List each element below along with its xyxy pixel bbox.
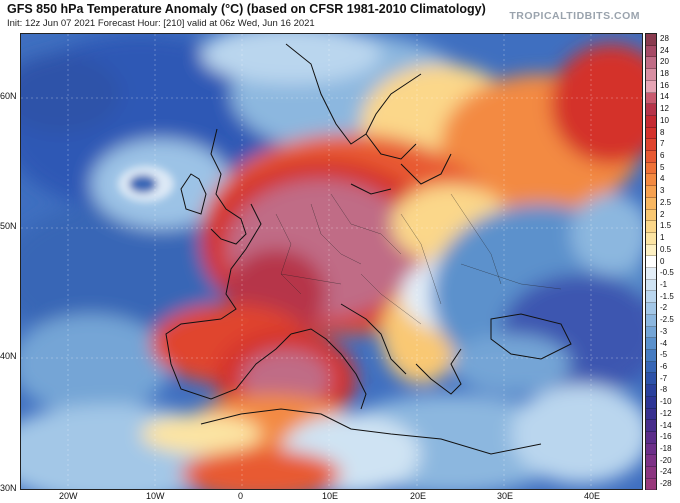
- colorbar-label: -10: [660, 397, 672, 406]
- colorbar-label: 2.5: [660, 198, 671, 207]
- colorbar-segment: [646, 139, 656, 151]
- colorbar-label: -8: [660, 385, 667, 394]
- colorbar-segment: [646, 46, 656, 58]
- brand-watermark: TROPICALTIDBITS.COM: [509, 10, 640, 22]
- colorbar-segment: [646, 116, 656, 128]
- colorbar-segment: [646, 467, 656, 479]
- colorbar-label: 1.5: [660, 221, 671, 230]
- colorbar-segment: [646, 245, 656, 257]
- anomaly-shading: [21, 34, 643, 490]
- init-valid-line: Init: 12z Jun 07 2021 Forecast Hour: [21…: [7, 18, 315, 29]
- colorbar-segment: [646, 420, 656, 432]
- colorbar-segment: [646, 93, 656, 105]
- colorbar-segment: [646, 327, 656, 339]
- colorbar-label: 1: [660, 233, 664, 242]
- colorbar-segment: [646, 34, 656, 46]
- colorbar-label: 16: [660, 81, 669, 90]
- colorbar-segment: [646, 350, 656, 362]
- colorbar-label: 18: [660, 69, 669, 78]
- colorbar-label: -28: [660, 479, 672, 488]
- colorbar-label: -2.5: [660, 315, 674, 324]
- colorbar-label: -2: [660, 303, 667, 312]
- colorbar-segment: [646, 373, 656, 385]
- colorbar-label: -1.5: [660, 292, 674, 301]
- colorbar-label: -16: [660, 432, 672, 441]
- colorbar-label: 6: [660, 151, 664, 160]
- colorbar-segment: [646, 163, 656, 175]
- colorbar-segment: [646, 338, 656, 350]
- colorbar-segment: [646, 280, 656, 292]
- colorbar-label: 0: [660, 257, 664, 266]
- colorbar-label: 2: [660, 210, 664, 219]
- anomaly-field: [21, 34, 643, 490]
- colorbar-segment: [646, 455, 656, 467]
- colorbar-segment: [646, 479, 656, 491]
- colorbar-segment: [646, 409, 656, 421]
- colorbar-label: -18: [660, 444, 672, 453]
- colorbar-label: 24: [660, 46, 669, 55]
- colorbar-label: -0.5: [660, 268, 674, 277]
- colorbar-label: 4: [660, 174, 664, 183]
- colorbar-label: 12: [660, 104, 669, 113]
- colorbar-segment: [646, 174, 656, 186]
- colorbar-label: -12: [660, 409, 672, 418]
- colorbar-label: -7: [660, 374, 667, 383]
- colorbar-label: -1: [660, 280, 667, 289]
- colorbar-segment: [646, 186, 656, 198]
- colorbar-segment: [646, 303, 656, 315]
- colorbar-segment: [646, 315, 656, 327]
- colorbar-label: -14: [660, 421, 672, 430]
- colorbar-segment: [646, 128, 656, 140]
- colorbar-label: 14: [660, 92, 669, 101]
- lat-label: 40N: [0, 351, 17, 361]
- lon-label: 20W: [59, 491, 78, 501]
- colorbar-segment: [646, 210, 656, 222]
- colorbar-segment: [646, 291, 656, 303]
- lon-label: 40E: [584, 491, 600, 501]
- colorbar-segment: [646, 69, 656, 81]
- colorbar-label: -24: [660, 467, 672, 476]
- colorbar-label: -5: [660, 350, 667, 359]
- colorbar-segment: [646, 81, 656, 93]
- lat-label: 50N: [0, 221, 17, 231]
- colorbar-segment: [646, 104, 656, 116]
- colorbar-segment: [646, 221, 656, 233]
- lon-label: 0: [238, 491, 243, 501]
- colorbar-label: -6: [660, 362, 667, 371]
- colorbar-segment: [646, 57, 656, 69]
- colorbar-segment: [646, 385, 656, 397]
- colorbar-segment: [646, 397, 656, 409]
- colorbar: [645, 33, 657, 490]
- lon-label: 20E: [410, 491, 426, 501]
- colorbar-label: 3: [660, 186, 664, 195]
- colorbar-label: -4: [660, 339, 667, 348]
- colorbar-label: -20: [660, 456, 672, 465]
- colorbar-segment: [646, 198, 656, 210]
- lon-label: 10E: [322, 491, 338, 501]
- colorbar-label: 10: [660, 116, 669, 125]
- colorbar-segment: [646, 432, 656, 444]
- colorbar-segment: [646, 444, 656, 456]
- colorbar-segment: [646, 233, 656, 245]
- atlantic-low: [118, 166, 174, 202]
- colorbar-segment: [646, 151, 656, 163]
- colorbar-segment: [646, 256, 656, 268]
- colorbar-label: 8: [660, 128, 664, 137]
- colorbar-segment: [646, 268, 656, 280]
- colorbar-label: 5: [660, 163, 664, 172]
- colorbar-label: 7: [660, 139, 664, 148]
- chart-title: GFS 850 hPa Temperature Anomaly (°C) (ba…: [7, 2, 486, 16]
- colorbar-segment: [646, 362, 656, 374]
- colorbar-label: 0.5: [660, 245, 671, 254]
- colorbar-label: 20: [660, 57, 669, 66]
- colorbar-label: 28: [660, 34, 669, 43]
- colorbar-label: -3: [660, 327, 667, 336]
- anomaly-map[interactable]: [20, 33, 643, 490]
- lat-label: 30N: [0, 483, 17, 493]
- lon-label: 10W: [146, 491, 165, 501]
- lat-label: 60N: [0, 91, 17, 101]
- lon-label: 30E: [497, 491, 513, 501]
